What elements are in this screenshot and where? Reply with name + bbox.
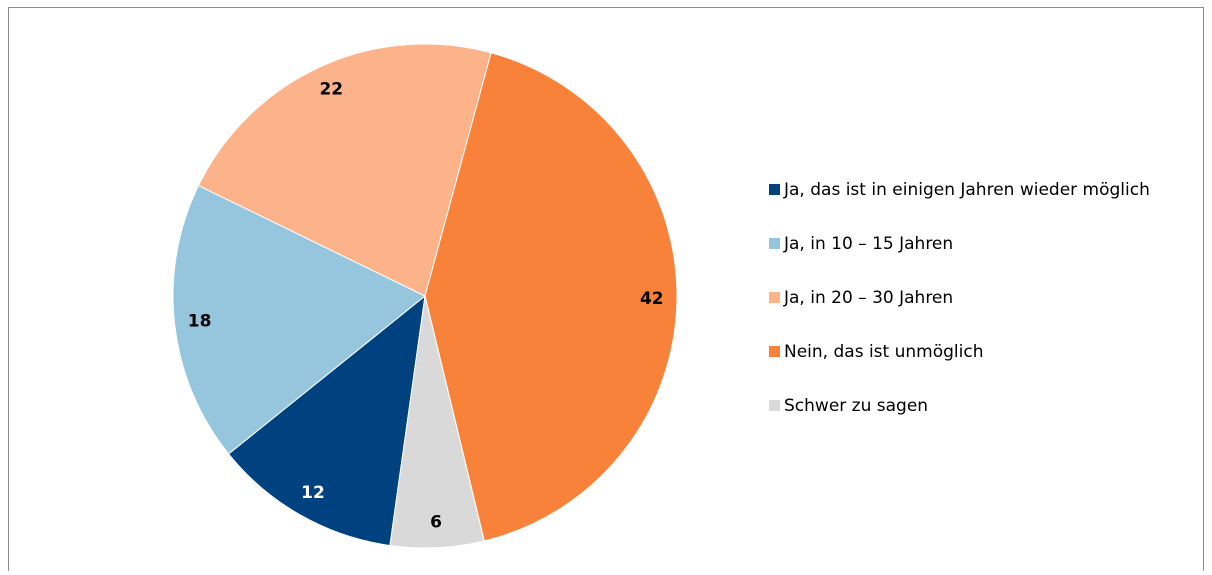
data-label: 22 [319, 79, 343, 99]
pie-slice [389, 295, 485, 549]
legend-swatch [769, 400, 780, 411]
legend-swatch [769, 238, 780, 249]
data-label: 42 [640, 289, 664, 309]
pie-slice [424, 52, 678, 542]
pie-slice [227, 294, 426, 547]
pie-slice [197, 43, 492, 297]
data-label: 6 [430, 513, 442, 533]
legend-label: Ja, in 20 – 30 Jahren [783, 288, 953, 308]
legend-label: Ja, in 10 – 15 Jahren [783, 234, 953, 254]
legend-label: Schwer zu sagen [784, 396, 928, 416]
data-label: 12 [301, 483, 325, 503]
legend-label: Nein, das ist unmöglich [784, 342, 983, 362]
legend-swatch [769, 292, 780, 303]
legend-swatch [769, 184, 780, 195]
data-label: 18 [188, 311, 212, 331]
pie-slice [172, 184, 426, 455]
legend-swatch [769, 346, 780, 357]
legend-label: Ja, das ist in einigen Jahren wieder mög… [783, 180, 1150, 200]
